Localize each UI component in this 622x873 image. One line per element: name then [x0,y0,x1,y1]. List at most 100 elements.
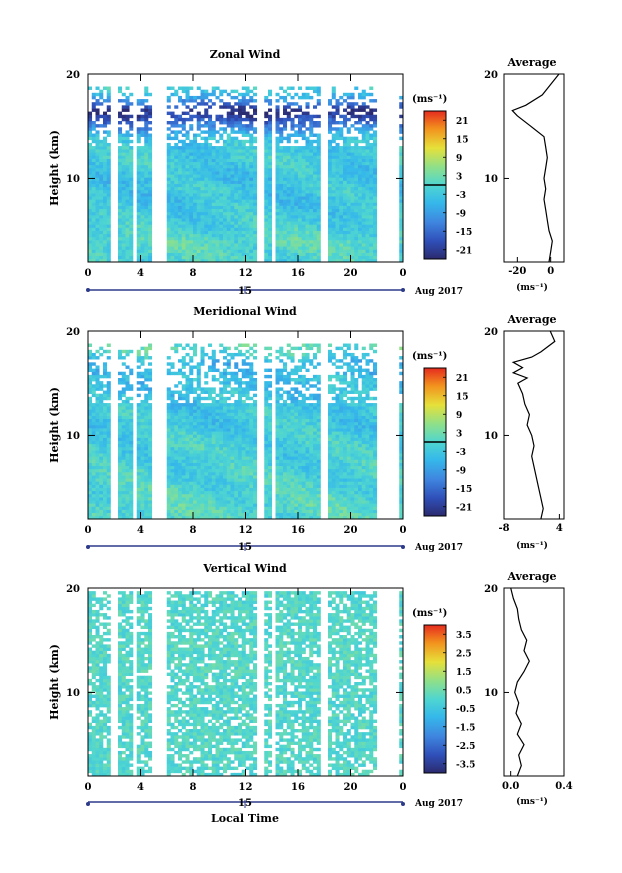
heatmap-cell [185,193,190,197]
heatmap-cell [166,493,171,498]
heatmap-cell [189,406,194,410]
heatmap-cell [91,484,96,488]
heatmap-cell [253,139,258,144]
heatmap-cell [294,183,299,188]
heatmap-cell [238,403,243,407]
heatmap-cell [313,124,318,128]
heatmap-cell [95,177,100,181]
heatmap-cell [309,149,314,153]
heatmap-cell [354,142,359,147]
heatmap-cell [174,114,179,119]
heatmap-cell [118,177,123,181]
heatmap-cell [178,196,183,200]
heatmap-cell [193,202,198,206]
heatmap-cell [298,183,303,188]
heatmap-cell [129,139,134,144]
heatmap-cell [88,412,93,416]
heatmap-cell [249,161,254,166]
heatmap-cell [118,186,123,191]
heatmap-cell [88,453,93,457]
heatmap-cell [103,428,108,432]
heatmap-cell [365,92,370,97]
heatmap-cell [305,193,310,197]
heatmap-cell [129,468,134,473]
heatmap-cell [249,412,254,416]
heatmap-cell [369,186,374,191]
heatmap-cell [234,205,239,210]
heatmap-cell [369,92,374,97]
heatmap-cell [241,255,246,260]
heatmap-cell [136,393,141,398]
heatmap-cell [99,515,104,520]
heatmap-cell [245,249,250,253]
heatmap-cell [204,208,209,213]
heatmap-cell [373,233,378,238]
heatmap-cell [166,472,171,476]
heatmap-cell [245,425,250,429]
heatmap-cell [193,406,198,410]
heatmap-cell [346,215,351,219]
heatmap-cell [106,515,111,520]
heatmap-cell [241,374,246,379]
heatmap-cell [200,512,205,517]
heatmap-cell [226,378,231,382]
heatmap-cell [223,431,228,435]
heatmap-cell [399,149,404,153]
heatmap-cell [335,252,340,257]
heatmap-cell [185,468,190,473]
heatmap-cell [166,387,171,391]
heatmap-cell [95,164,100,169]
heatmap-cell [174,215,179,219]
heatmap-cell [208,443,213,448]
heatmap-cell [268,215,273,219]
heatmap-cell [193,378,198,382]
heatmap-cell [249,425,254,429]
heatmap-cell [215,240,220,244]
heatmap-cell [226,227,231,231]
heatmap-cell [253,164,258,169]
heatmap-cell [354,127,359,131]
heatmap-cell [181,186,186,191]
heatmap-cell [174,384,179,388]
heatmap-cell [219,189,224,194]
heatmap-cell [95,509,100,514]
heatmap-cell [226,142,231,147]
heatmap-cell [189,434,194,438]
heatmap-cell [99,146,104,150]
heatmap-cell [226,443,231,448]
heatmap-cell [91,352,96,357]
heatmap-cell [196,406,201,410]
heatmap-cell [95,428,100,432]
heatmap-cell [178,205,183,210]
heatmap-cell [234,189,239,194]
heatmap-cell [215,255,220,260]
heatmap-cell [170,503,175,507]
heatmap-cell [313,233,318,238]
heatmap-cell [215,450,220,454]
heatmap-cell [241,475,246,479]
heatmap-cell [95,412,100,416]
heatmap-cell [99,475,104,479]
heatmap-cell [219,403,224,407]
heatmap-cell [144,478,149,482]
heatmap-cell [339,258,344,263]
heatmap-cell [118,208,123,213]
heatmap-cell [313,133,318,137]
heatmap-cell [215,208,220,213]
heatmap-cell [106,246,111,250]
heatmap-cell [350,202,355,206]
heatmap-cell [136,193,141,197]
heatmap-cell [373,246,378,250]
heatmap-cell [181,440,186,445]
heatmap-cell [148,174,153,178]
heatmap-cell [174,208,179,213]
heatmap-cell [215,493,220,498]
heatmap-cell [208,92,213,97]
heatmap-cell [88,403,93,407]
heatmap-cell [99,481,104,485]
heatmap-cell [279,193,284,197]
heatmap-cell [88,490,93,495]
heatmap-cell [358,152,363,156]
heatmap-cell [208,459,213,463]
heatmap-cell [358,236,363,241]
